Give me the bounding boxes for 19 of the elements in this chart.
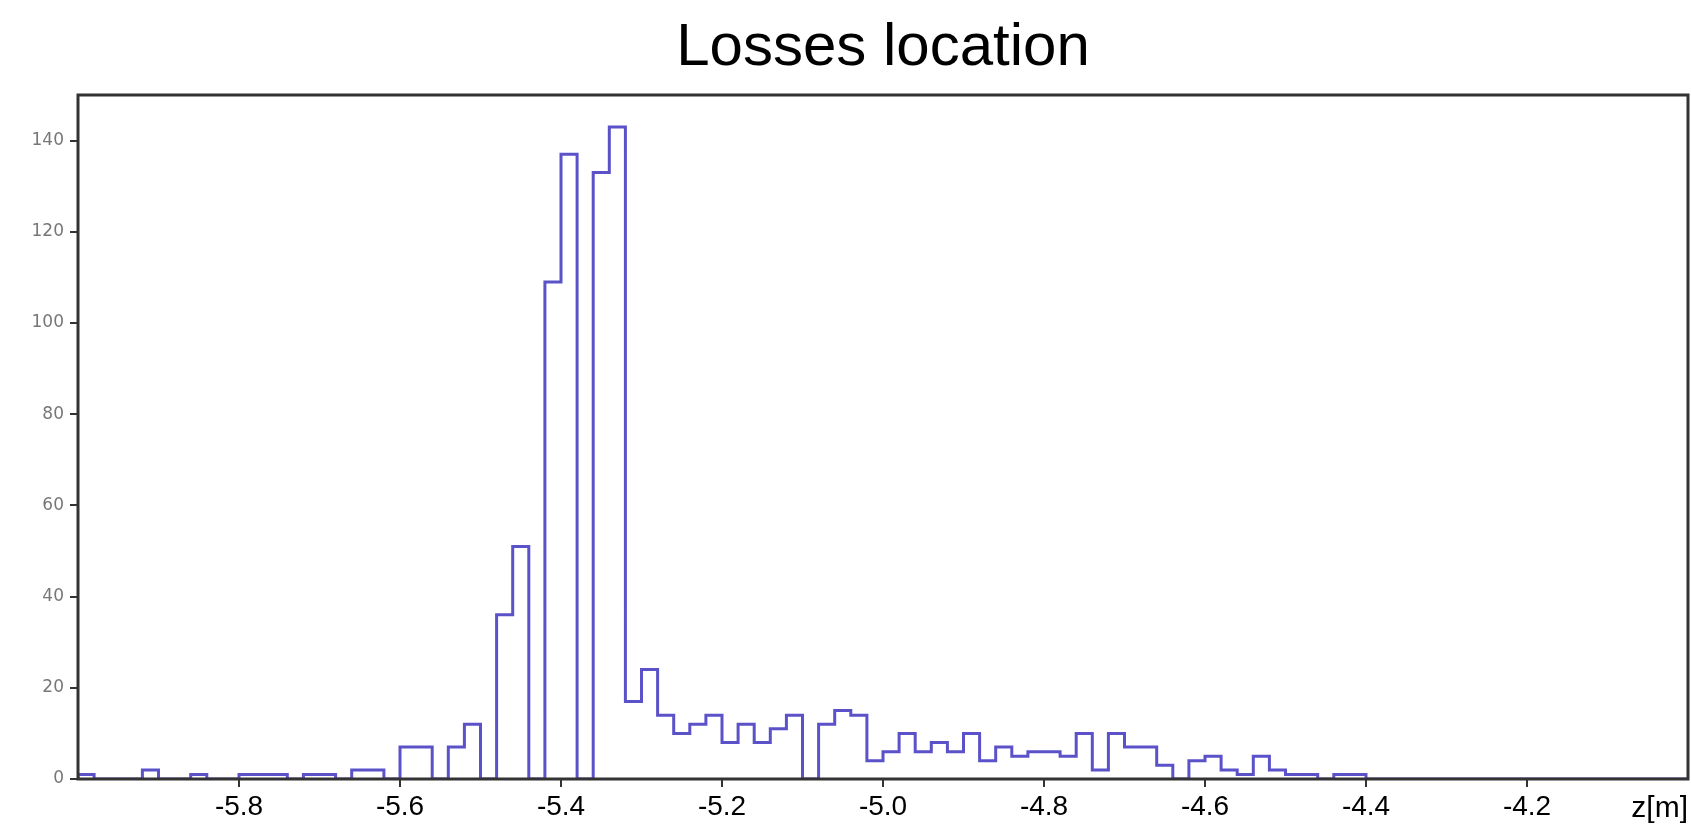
x-tick-label: -5.0 (858, 789, 908, 821)
y-tick-label: 140 (31, 129, 64, 150)
x-tick-label: -5.4 (536, 789, 586, 821)
x-tick-label: -4.6 (1180, 789, 1230, 821)
y-tick-label: 60 (42, 493, 64, 514)
x-tick-label: -5.2 (697, 789, 747, 821)
x-tick-label: -5.6 (375, 789, 425, 821)
chart-title: Losses location (676, 10, 1090, 78)
y-tick-label: 120 (31, 220, 64, 241)
y-tick-label: 20 (42, 676, 64, 697)
y-tick-label: 100 (31, 311, 64, 332)
y-tick-label: 80 (42, 402, 64, 423)
y-tick-label: 0 (53, 767, 64, 788)
x-tick-label: -4.4 (1341, 789, 1391, 821)
x-tick-label: -5.8 (214, 789, 264, 821)
y-tick-label: 40 (42, 585, 64, 606)
x-tick-label: -4.2 (1502, 789, 1552, 821)
x-axis-title: z[m] (1631, 790, 1688, 824)
x-tick-label: -4.8 (1019, 789, 1069, 821)
